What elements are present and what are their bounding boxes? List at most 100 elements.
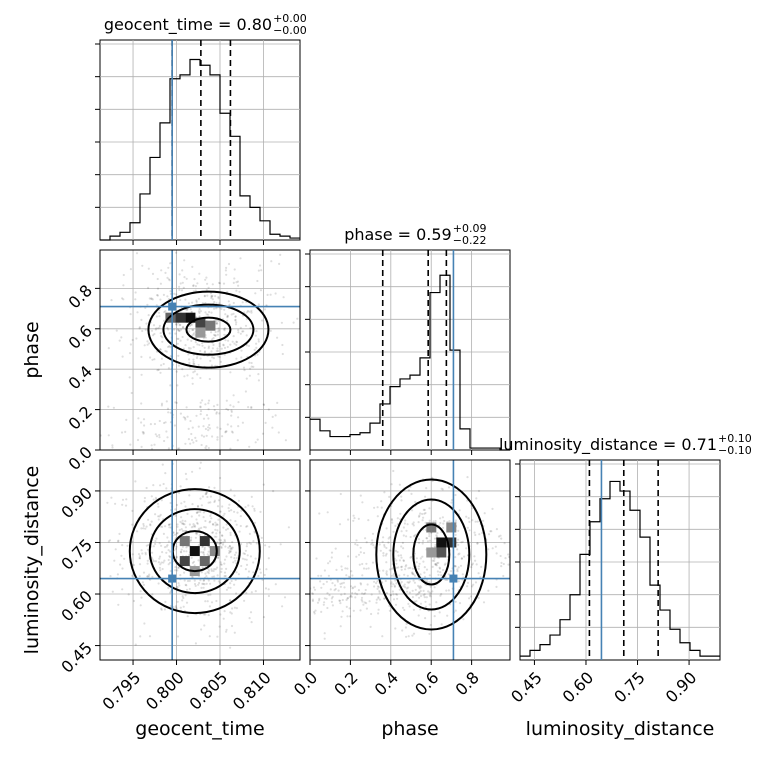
sample-point	[146, 548, 150, 551]
sample-point	[396, 593, 399, 596]
sample-point	[255, 542, 258, 545]
sample-point	[423, 571, 426, 574]
sample-point	[363, 601, 366, 604]
sample-point	[474, 581, 478, 584]
sample-point	[196, 354, 199, 357]
sample-point	[183, 523, 186, 526]
sample-point	[208, 377, 211, 381]
sample-point	[473, 555, 476, 558]
sample-point	[382, 552, 385, 555]
sample-point	[153, 358, 156, 361]
sample-point	[137, 417, 140, 420]
sample-point	[204, 526, 207, 529]
sample-point	[150, 444, 153, 447]
sample-point	[444, 562, 447, 565]
sample-point	[353, 517, 356, 520]
sample-point	[154, 560, 157, 563]
sample-point	[142, 524, 145, 528]
sample-point	[147, 518, 150, 521]
sample-point	[242, 366, 246, 369]
sample-point	[202, 579, 205, 582]
sample-point	[117, 603, 120, 606]
sample-point	[409, 556, 412, 559]
sample-point	[339, 602, 342, 605]
sample-point	[162, 362, 165, 366]
sample-point	[377, 596, 380, 599]
sample-point	[196, 505, 200, 508]
sample-point	[411, 573, 414, 576]
sample-point	[263, 573, 266, 577]
sample-point	[406, 590, 409, 593]
sample-point	[118, 532, 121, 536]
sample-point	[175, 401, 178, 404]
sample-point	[204, 572, 207, 575]
sample-point	[344, 567, 347, 570]
sample-point	[184, 520, 187, 523]
x-tick-label-luminosity_distance: 0.45	[507, 668, 546, 707]
contour-level-1	[412, 523, 451, 586]
sample-point	[124, 430, 127, 433]
sample-point	[281, 605, 284, 608]
sample-point	[143, 622, 146, 625]
sample-point	[225, 630, 228, 633]
sample-point	[354, 592, 357, 595]
sample-point	[477, 572, 480, 575]
sample-point	[121, 355, 124, 358]
sample-point	[474, 533, 477, 537]
sample-point	[143, 344, 146, 347]
sample-point	[419, 573, 422, 576]
sample-point	[180, 528, 183, 531]
sample-point	[223, 512, 226, 515]
sample-point	[420, 586, 423, 589]
sample-point	[117, 539, 120, 542]
sample-point	[139, 635, 142, 638]
sample-point	[405, 564, 408, 567]
sample-point	[178, 324, 181, 327]
sample-point	[232, 405, 235, 408]
sample-point	[167, 266, 170, 269]
sample-point	[214, 330, 217, 334]
sample-point	[376, 585, 380, 588]
sample-point	[142, 522, 145, 526]
sample-point	[154, 433, 157, 436]
sample-point	[425, 537, 429, 540]
sample-point	[142, 432, 145, 435]
sample-point	[245, 334, 248, 337]
sample-point	[160, 364, 163, 367]
sample-point	[254, 557, 257, 560]
sample-point	[463, 555, 466, 558]
sample-point	[114, 548, 117, 551]
sample-point	[381, 635, 384, 638]
density-cell	[209, 546, 220, 557]
sample-point	[140, 596, 143, 599]
sample-point	[237, 329, 240, 332]
axes-frame	[519, 459, 721, 661]
sample-point	[402, 585, 405, 588]
sample-point	[428, 574, 431, 577]
sample-point	[202, 552, 205, 555]
sample-point	[167, 447, 170, 450]
sample-point	[211, 338, 214, 341]
sample-point	[419, 585, 422, 588]
histogram-step	[100, 58, 300, 241]
sample-point	[113, 559, 116, 562]
sample-point	[242, 552, 245, 555]
sample-point	[390, 585, 393, 588]
sample-point	[334, 587, 337, 591]
sample-point	[364, 588, 367, 592]
sample-point	[479, 576, 482, 579]
sample-point	[173, 292, 176, 295]
sample-point	[195, 533, 198, 536]
sample-point	[378, 598, 382, 601]
sample-point	[205, 491, 208, 494]
panel-title-minus: −0.10	[718, 444, 752, 457]
sample-point	[412, 632, 416, 635]
sample-point	[228, 549, 231, 552]
sample-point	[436, 532, 439, 535]
sample-point	[166, 407, 170, 410]
sample-point	[250, 365, 253, 368]
sample-point	[146, 303, 149, 306]
sample-point	[409, 566, 412, 570]
sample-point	[145, 322, 148, 325]
sample-point	[183, 571, 186, 574]
